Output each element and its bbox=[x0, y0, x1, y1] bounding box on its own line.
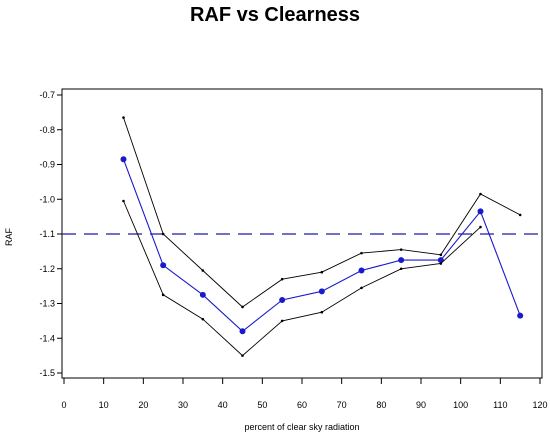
upper-point bbox=[201, 269, 205, 272]
upper-series-line bbox=[123, 117, 521, 308]
lower-point bbox=[122, 199, 125, 203]
lower-point bbox=[399, 267, 403, 271]
x-tick-label: 120 bbox=[532, 400, 547, 410]
x-tick-label: 50 bbox=[257, 400, 267, 410]
upper-point bbox=[399, 248, 403, 251]
y-tick-label: -0.9 bbox=[39, 160, 55, 170]
x-tick-label: 0 bbox=[61, 400, 66, 410]
x-tick-label: 20 bbox=[138, 400, 148, 410]
lower-point bbox=[479, 225, 482, 229]
x-tick-label: 10 bbox=[99, 400, 109, 410]
x-tick-label: 80 bbox=[376, 400, 386, 410]
upper-point bbox=[479, 192, 482, 196]
y-axis-title: RAF bbox=[4, 227, 14, 246]
y-tick-label: -0.8 bbox=[39, 125, 55, 135]
mean-point bbox=[160, 262, 167, 269]
upper-point bbox=[360, 251, 363, 255]
y-tick-label: -1.1 bbox=[39, 229, 55, 239]
mean-point bbox=[437, 257, 444, 264]
mean-point bbox=[120, 156, 127, 163]
x-axis-title: percent of clear sky radiation bbox=[244, 422, 359, 432]
y-tick-label: -1.0 bbox=[39, 194, 55, 204]
lower-point bbox=[360, 286, 363, 290]
upper-point bbox=[320, 270, 324, 274]
lower-point bbox=[320, 310, 324, 314]
upper-point bbox=[439, 253, 443, 257]
lower-point bbox=[201, 317, 205, 321]
upper-point bbox=[280, 277, 284, 281]
mean-point bbox=[199, 291, 206, 298]
upper-point bbox=[122, 116, 125, 119]
x-tick-label: 60 bbox=[297, 400, 307, 410]
mean-point bbox=[318, 288, 325, 295]
x-tick-label: 90 bbox=[416, 400, 426, 410]
y-tick-label: -1.3 bbox=[39, 299, 55, 309]
lower-series-line bbox=[123, 200, 481, 357]
lower-point bbox=[439, 262, 443, 265]
mean-point bbox=[239, 328, 246, 335]
lower-point bbox=[241, 354, 244, 357]
x-tick-label: 100 bbox=[453, 400, 468, 410]
mean-point bbox=[398, 257, 405, 264]
y-tick-label: -1.4 bbox=[39, 333, 55, 343]
lower-point bbox=[161, 293, 165, 297]
chart-title: RAF vs Clearness bbox=[189, 4, 361, 26]
y-tick-label: -1.2 bbox=[39, 264, 55, 274]
x-tick-label: 110 bbox=[493, 400, 507, 410]
y-tick-label: -0.7 bbox=[39, 90, 55, 100]
x-tick-label: 70 bbox=[337, 400, 347, 410]
mean-point bbox=[358, 267, 365, 274]
lower-point bbox=[280, 319, 284, 323]
mean-point bbox=[517, 312, 524, 319]
mean-point bbox=[279, 297, 286, 304]
upper-point bbox=[241, 305, 244, 309]
upper-point bbox=[518, 213, 522, 217]
y-tick-label: -1.5 bbox=[39, 368, 55, 378]
x-tick-label: 30 bbox=[178, 400, 188, 410]
x-tick-label: 40 bbox=[218, 400, 228, 410]
mean-point bbox=[477, 208, 484, 215]
upper-point bbox=[161, 232, 165, 236]
